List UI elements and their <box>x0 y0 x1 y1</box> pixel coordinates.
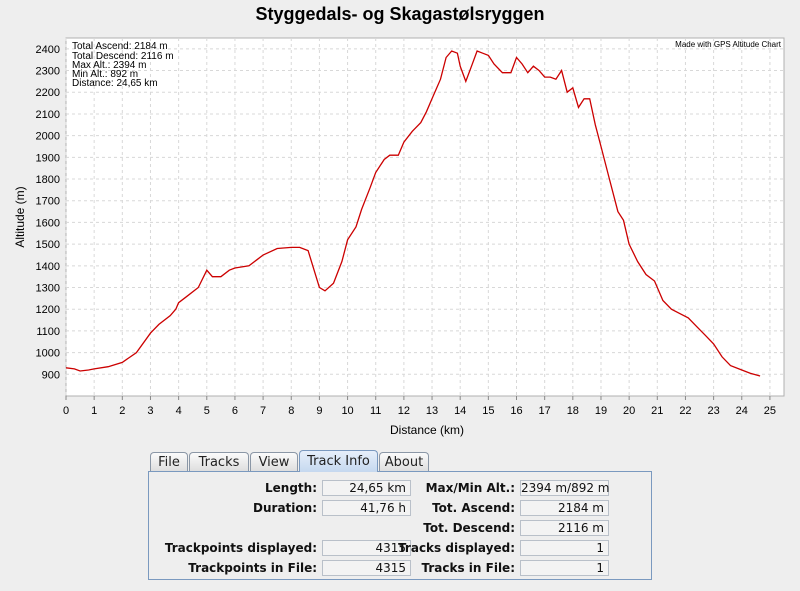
x-tick-label: 9 <box>316 405 322 417</box>
x-tick-label: 3 <box>147 405 153 417</box>
trackpoints-displayed-value: 4315 <box>322 540 411 556</box>
max-min-alt-value: 2394 m/892 m <box>520 480 610 496</box>
x-tick-label: 4 <box>176 405 182 417</box>
tracks-displayed-value: 1 <box>520 540 609 556</box>
x-tick-label: 11 <box>370 405 381 417</box>
y-tick-label: 2000 <box>36 131 60 143</box>
y-tick-labels: 900 1000 1100 1200 1300 1400 1500 1600 1700 1800 1… <box>36 44 60 381</box>
x-tick-label: 17 <box>539 405 551 417</box>
tracks-displayed-label: Tracks displayed: <box>398 541 515 555</box>
stats-box: Total Ascend: 2184 m Total Descend: 2116… <box>72 41 174 89</box>
stat-total-ascend: Total Ascend: 2184 m <box>72 41 168 52</box>
tot-descend-value: 2116 m <box>520 520 609 536</box>
length-label: Length: <box>265 481 317 495</box>
x-tick-label: 6 <box>232 405 238 417</box>
stat-total-descend: Total Descend: 2116 m <box>72 51 174 62</box>
x-tick-label: 24 <box>736 405 748 417</box>
altitude-chart: Styggedals- og Skagastølsryggen 900 1000 1… <box>13 4 785 437</box>
tab-file[interactable]: File <box>150 452 188 471</box>
x-tick-label: 18 <box>567 405 579 417</box>
x-tick-label: 21 <box>651 405 663 417</box>
y-tick-label: 1700 <box>36 196 60 208</box>
plot-area <box>65 37 785 397</box>
duration-value: 41,76 h <box>322 500 411 516</box>
x-tick-label: 0 <box>63 405 69 417</box>
tab-track-info[interactable]: Track Info <box>299 450 378 472</box>
y-tick-label: 1800 <box>36 174 60 186</box>
length-value: 24,65 km <box>322 480 411 496</box>
tot-ascend-value: 2184 m <box>520 500 609 516</box>
y-tick-label: 1600 <box>36 217 60 229</box>
tot-ascend-label: Tot. Ascend: <box>432 501 515 515</box>
x-tick-label: 19 <box>595 405 607 417</box>
x-tick-label: 23 <box>707 405 719 417</box>
tab-view[interactable]: View <box>250 452 298 471</box>
x-tick-label: 5 <box>204 405 210 417</box>
tot-descend-label: Tot. Descend: <box>423 521 515 535</box>
max-min-alt-label: Max/Min Alt.: <box>425 481 515 495</box>
x-tick-label: 7 <box>260 405 266 417</box>
y-tick-label: 2200 <box>36 87 60 99</box>
chart-credit: Made with GPS Altitude Chart <box>675 40 782 49</box>
x-tick-label: 25 <box>764 405 776 417</box>
duration-label: Duration: <box>253 501 317 515</box>
y-tick-label: 1200 <box>36 304 60 316</box>
y-tick-label: 2100 <box>36 109 60 121</box>
track-info-panel-container: File Tracks View Track Info About Length… <box>148 450 652 580</box>
chart-title: Styggedals- og Skagastølsryggen <box>255 4 544 24</box>
x-tick-label: 2 <box>119 405 125 417</box>
y-axis-label: Altitude (m) <box>13 186 27 247</box>
tab-about[interactable]: About <box>379 452 429 471</box>
y-tick-label: 1000 <box>36 348 60 360</box>
trackpoints-in-file-value: 4315 <box>322 560 411 576</box>
y-tick-label: 2300 <box>36 66 60 78</box>
y-tick-label: 1300 <box>36 283 60 295</box>
x-tick-label: 8 <box>288 405 294 417</box>
tracks-in-file-label: Tracks in File: <box>421 561 516 575</box>
y-tick-label: 2400 <box>36 44 60 56</box>
y-tick-label: 900 <box>42 369 60 381</box>
tab-tracks[interactable]: Tracks <box>189 452 249 471</box>
track-info-panel: Length: 24,65 km Duration: 41,76 h Track… <box>148 471 652 580</box>
y-tick-label: 1900 <box>36 152 60 164</box>
x-tick-label: 14 <box>454 405 466 417</box>
x-tick-label: 20 <box>623 405 635 417</box>
stat-max-alt: Max Alt.: 2394 m <box>72 60 146 71</box>
y-tick-label: 1100 <box>36 326 60 338</box>
trackpoints-in-file-label: Trackpoints in File: <box>188 561 317 575</box>
x-tick-label: 15 <box>482 405 494 417</box>
x-tick-label: 10 <box>341 405 353 417</box>
tracks-in-file-value: 1 <box>520 560 609 576</box>
x-tick-label: 13 <box>426 405 438 417</box>
y-tick-label: 1400 <box>36 261 60 273</box>
x-tick-label: 12 <box>398 405 410 417</box>
y-tick-label: 1500 <box>36 239 60 251</box>
x-tick-labels: 0 1 2 3 4 5 6 7 8 9 10 11 12 13 14 15 16 17 18 19 20 21 22 23 24… <box>63 396 776 417</box>
altitude-profile-line <box>65 50 761 377</box>
trackpoints-displayed-label: Trackpoints displayed: <box>164 541 317 555</box>
stat-min-alt: Min Alt.: 892 m <box>72 69 138 80</box>
x-tick-label: 22 <box>679 405 691 417</box>
x-tick-label: 16 <box>510 405 522 417</box>
x-tick-label: 1 <box>91 405 97 417</box>
stat-distance: Distance: 24,65 km <box>72 78 158 89</box>
x-axis-label: Distance (km) <box>390 423 464 437</box>
